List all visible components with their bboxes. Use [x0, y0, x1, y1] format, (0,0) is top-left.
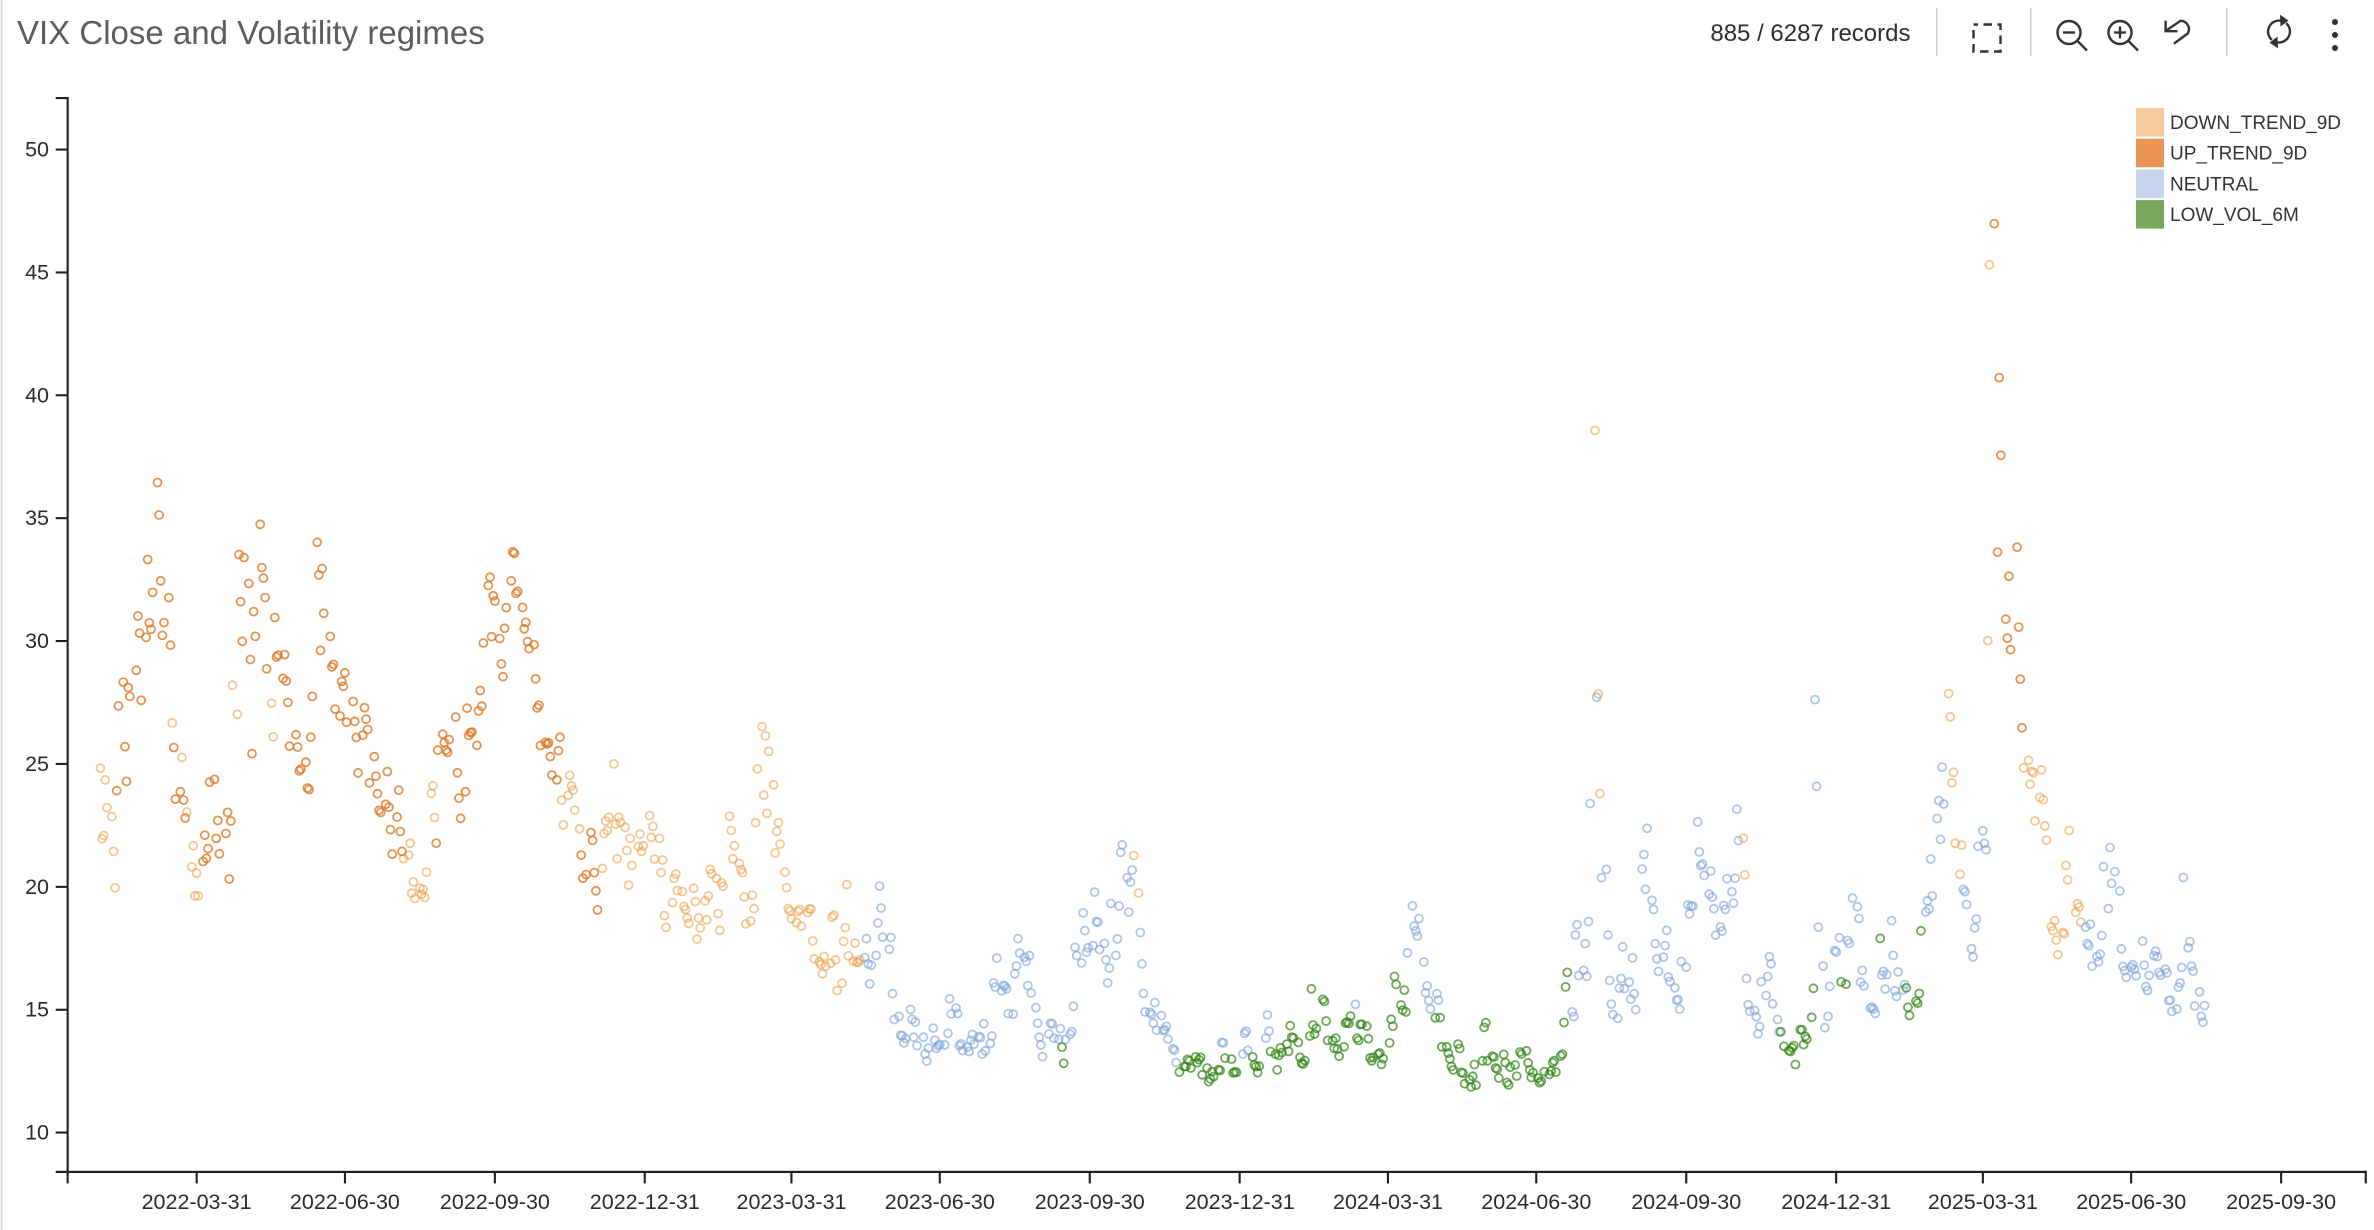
svg-text:2022-03-31: 2022-03-31 [142, 1190, 252, 1214]
svg-text:2022-09-30: 2022-09-30 [440, 1190, 550, 1214]
svg-text:DOWN_TREND_9D: DOWN_TREND_9D [2170, 113, 2341, 134]
svg-text:NEUTRAL: NEUTRAL [2170, 174, 2259, 195]
svg-text:35: 35 [25, 506, 49, 530]
svg-text:2025-03-31: 2025-03-31 [1928, 1190, 2038, 1214]
svg-text:25: 25 [25, 752, 49, 776]
svg-text:30: 30 [25, 629, 49, 653]
svg-text:2024-06-30: 2024-06-30 [1481, 1190, 1591, 1214]
svg-text:10: 10 [25, 1121, 49, 1145]
svg-text:2022-12-31: 2022-12-31 [590, 1190, 700, 1214]
svg-text:50: 50 [25, 138, 49, 162]
svg-text:VIX Close and Volatility regim: VIX Close and Volatility regimes [17, 14, 485, 51]
svg-text:885 / 6287 records: 885 / 6287 records [1710, 20, 1910, 47]
svg-text:20: 20 [25, 875, 49, 899]
svg-text:2023-06-30: 2023-06-30 [885, 1190, 995, 1214]
svg-text:2024-09-30: 2024-09-30 [1631, 1190, 1741, 1214]
svg-text:2023-12-31: 2023-12-31 [1185, 1190, 1295, 1214]
svg-text:2025-09-30: 2025-09-30 [2226, 1190, 2336, 1214]
svg-text:2023-03-31: 2023-03-31 [737, 1190, 847, 1214]
svg-text:2023-09-30: 2023-09-30 [1035, 1190, 1145, 1214]
svg-text:2022-06-30: 2022-06-30 [290, 1190, 400, 1214]
svg-text:2024-12-31: 2024-12-31 [1781, 1190, 1891, 1214]
svg-text:45: 45 [25, 260, 49, 284]
svg-text:UP_TREND_9D: UP_TREND_9D [2170, 144, 2307, 165]
svg-text:15: 15 [25, 998, 49, 1022]
svg-text:40: 40 [25, 383, 49, 407]
svg-text:2025-06-30: 2025-06-30 [2076, 1190, 2186, 1214]
svg-text:2024-03-31: 2024-03-31 [1333, 1190, 1443, 1214]
svg-text:LOW_VOL_6M: LOW_VOL_6M [2170, 205, 2299, 226]
